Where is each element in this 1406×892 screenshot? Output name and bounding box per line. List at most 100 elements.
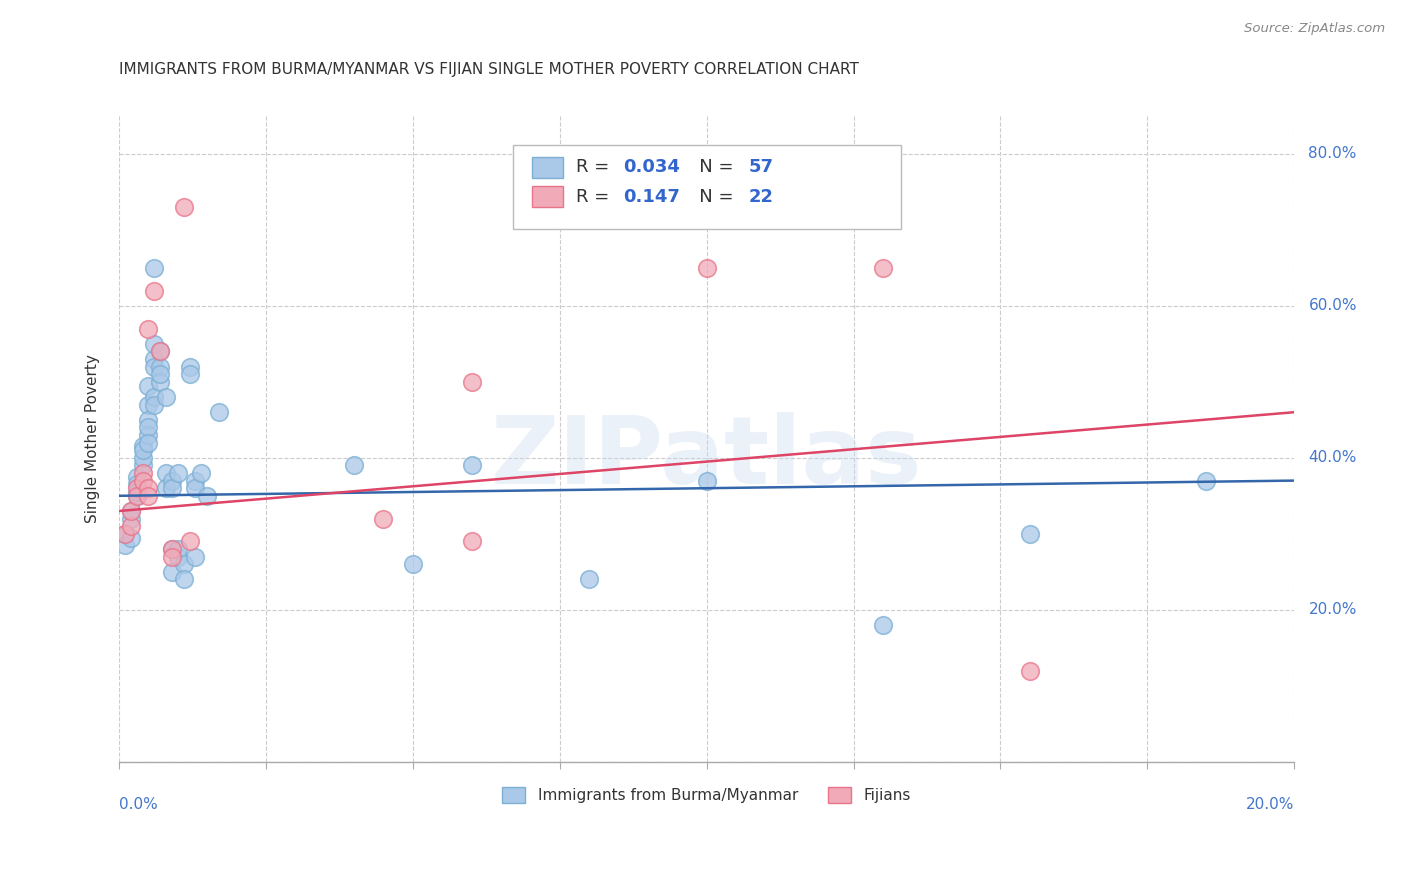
Point: [402, 558, 425, 572]
Point: [173, 573, 195, 587]
Point: [190, 466, 212, 480]
Text: R =: R =: [576, 159, 616, 177]
Text: 22: 22: [749, 187, 773, 205]
Point: [149, 375, 172, 389]
Point: [173, 200, 195, 214]
Point: [166, 549, 188, 564]
Point: [696, 474, 718, 488]
Point: [131, 450, 153, 465]
Point: [872, 260, 894, 275]
Point: [143, 359, 166, 374]
Text: IMMIGRANTS FROM BURMA/MYANMAR VS FIJIAN SINGLE MOTHER POVERTY CORRELATION CHART: IMMIGRANTS FROM BURMA/MYANMAR VS FIJIAN …: [120, 62, 859, 77]
Point: [195, 489, 218, 503]
Point: [373, 511, 395, 525]
Point: [138, 435, 160, 450]
Point: [138, 420, 160, 434]
Point: [1018, 664, 1040, 678]
Point: [460, 375, 482, 389]
Point: [179, 534, 201, 549]
Point: [138, 428, 160, 442]
Point: [160, 565, 183, 579]
Point: [143, 390, 166, 404]
Text: 40.0%: 40.0%: [1309, 450, 1357, 466]
Point: [155, 466, 177, 480]
Point: [1018, 526, 1040, 541]
Point: [114, 526, 136, 541]
Text: 57: 57: [749, 159, 773, 177]
Point: [184, 474, 207, 488]
Point: [125, 481, 148, 495]
Point: [179, 359, 201, 374]
Point: [120, 531, 142, 545]
Text: ZIPatlas: ZIPatlas: [491, 412, 922, 504]
Point: [143, 351, 166, 366]
Point: [143, 260, 166, 275]
Text: 20.0%: 20.0%: [1309, 602, 1357, 617]
Point: [149, 344, 172, 359]
Point: [578, 573, 600, 587]
Point: [138, 489, 160, 503]
Text: 0.147: 0.147: [623, 187, 681, 205]
Point: [166, 466, 188, 480]
Text: N =: N =: [682, 187, 740, 205]
Point: [143, 284, 166, 298]
Point: [131, 443, 153, 458]
Point: [131, 458, 153, 473]
FancyBboxPatch shape: [531, 157, 564, 178]
Legend: Immigrants from Burma/Myanmar, Fijians: Immigrants from Burma/Myanmar, Fijians: [496, 780, 917, 809]
Point: [125, 489, 148, 503]
Point: [160, 541, 183, 556]
Point: [166, 541, 188, 556]
Point: [143, 336, 166, 351]
FancyBboxPatch shape: [531, 186, 564, 207]
Point: [143, 398, 166, 412]
Point: [120, 504, 142, 518]
Point: [155, 481, 177, 495]
Point: [125, 470, 148, 484]
Point: [696, 260, 718, 275]
Point: [343, 458, 366, 473]
Point: [872, 618, 894, 632]
Point: [131, 466, 153, 480]
Point: [149, 344, 172, 359]
Point: [114, 538, 136, 552]
Point: [125, 489, 148, 503]
Text: 60.0%: 60.0%: [1309, 298, 1357, 313]
Text: Source: ZipAtlas.com: Source: ZipAtlas.com: [1244, 22, 1385, 36]
Point: [160, 481, 183, 495]
Point: [120, 519, 142, 533]
Point: [184, 549, 207, 564]
Point: [208, 405, 231, 419]
Point: [138, 481, 160, 495]
Point: [1195, 474, 1218, 488]
Text: 0.034: 0.034: [623, 159, 681, 177]
Point: [160, 549, 183, 564]
Point: [138, 321, 160, 335]
Point: [149, 359, 172, 374]
Text: 20.0%: 20.0%: [1246, 797, 1295, 813]
Point: [155, 390, 177, 404]
Point: [138, 413, 160, 427]
Text: N =: N =: [682, 159, 740, 177]
Point: [131, 439, 153, 453]
Point: [460, 534, 482, 549]
Text: 80.0%: 80.0%: [1309, 146, 1357, 161]
Point: [138, 378, 160, 392]
Text: R =: R =: [576, 187, 616, 205]
Point: [160, 474, 183, 488]
FancyBboxPatch shape: [513, 145, 901, 229]
Point: [138, 398, 160, 412]
Point: [131, 474, 153, 488]
Point: [179, 368, 201, 382]
Point: [114, 526, 136, 541]
Point: [173, 558, 195, 572]
Text: 0.0%: 0.0%: [120, 797, 157, 813]
Point: [460, 458, 482, 473]
Point: [160, 541, 183, 556]
Point: [149, 368, 172, 382]
Point: [184, 481, 207, 495]
Point: [125, 485, 148, 500]
Point: [120, 511, 142, 525]
Point: [120, 504, 142, 518]
Y-axis label: Single Mother Poverty: Single Mother Poverty: [86, 354, 100, 524]
